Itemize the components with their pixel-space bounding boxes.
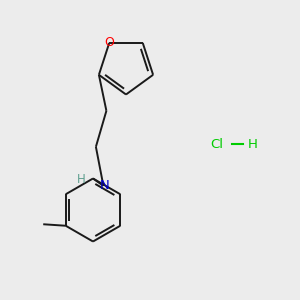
- Text: Cl: Cl: [210, 137, 223, 151]
- Text: N: N: [100, 179, 110, 192]
- Text: O: O: [104, 35, 114, 49]
- Text: H: H: [76, 173, 85, 186]
- Text: H: H: [248, 137, 257, 151]
